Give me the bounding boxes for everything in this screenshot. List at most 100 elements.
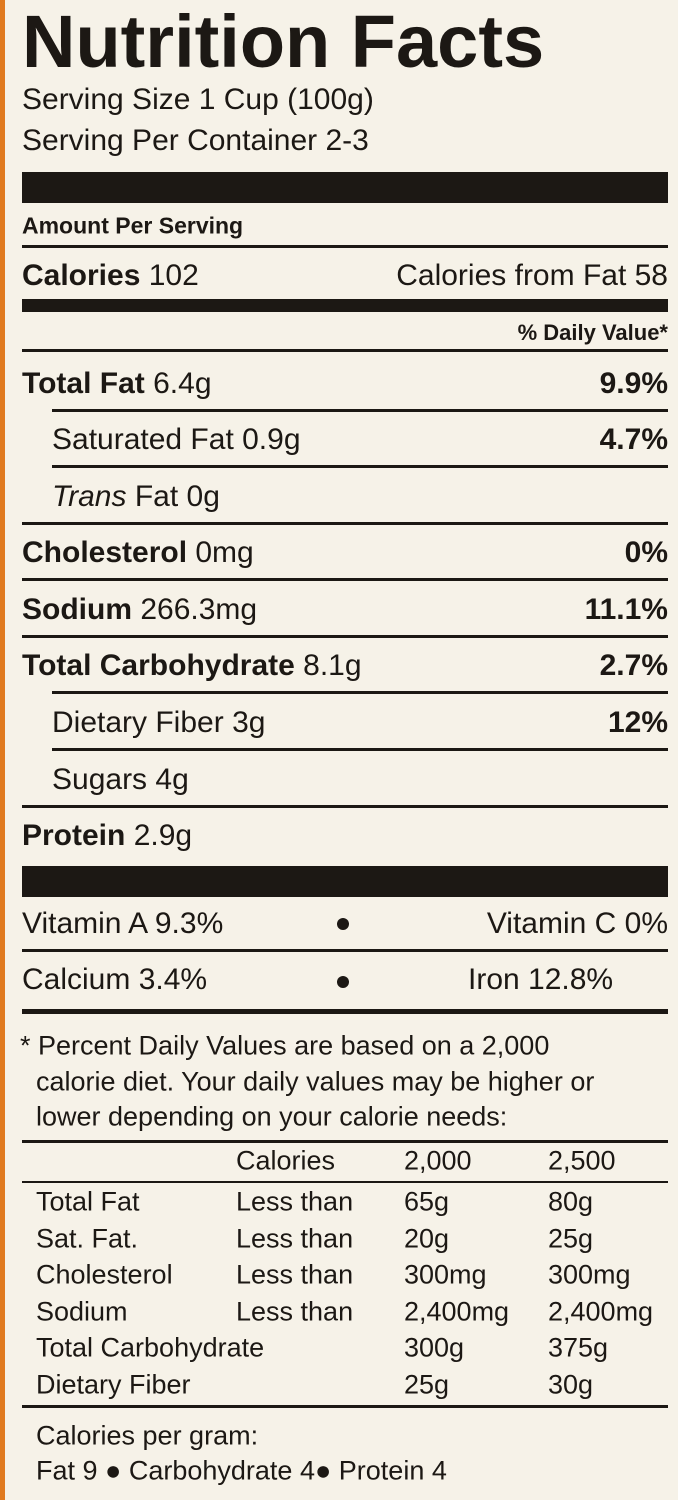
- nutrient-dv: 11.1%: [584, 593, 668, 626]
- table-cell: Sodium: [36, 1296, 128, 1327]
- rule: [22, 1009, 668, 1014]
- rule: [22, 349, 668, 352]
- table-cell: Less than: [236, 1259, 354, 1290]
- nutrient: Trans Fat 0g: [52, 482, 220, 512]
- table-cell: 30g: [548, 1369, 594, 1400]
- servings: Serving Per Container 2-3: [22, 124, 369, 157]
- vitamin: Calcium 3.4%: [22, 963, 208, 996]
- nutrient-amount: 4g: [155, 763, 189, 796]
- nutrient: Cholesterol 0mg: [22, 538, 254, 568]
- table-cell: Sat. Fat.: [36, 1223, 139, 1254]
- nutrient-name: Cholesterol: [22, 536, 188, 569]
- rule: [22, 1140, 668, 1143]
- vitamin: Vitamin C 0%: [486, 907, 668, 940]
- rule: [52, 409, 668, 412]
- cpg-items: Fat 9 ● Carbohydrate 4● Protein 4: [36, 1455, 447, 1486]
- nutrient-name: Sugars: [52, 763, 148, 796]
- bullet: [337, 918, 349, 930]
- table-cell: 25g: [548, 1223, 594, 1254]
- nutrient-dv: 2.7%: [599, 649, 668, 682]
- nutrient-amount: 0.9g: [242, 423, 301, 456]
- bar: [22, 866, 668, 897]
- table-cell: 300g: [404, 1332, 465, 1363]
- nutrient: Saturated Fat 0.9g: [52, 425, 301, 455]
- nutrient-dv: 0%: [624, 536, 668, 569]
- vitamin: Iron 12.8%: [468, 963, 614, 996]
- table-header: 2,000: [404, 1145, 472, 1176]
- calories-value: 102: [148, 259, 199, 292]
- nutrient: Total Carbohydrate 8.1g: [22, 651, 362, 681]
- nutrient-dv: 9.9%: [599, 367, 668, 400]
- nutrient-amount: 3g: [232, 706, 266, 739]
- table-cell: 25g: [404, 1369, 450, 1400]
- bar: [22, 172, 668, 203]
- edge: [0, 0, 5, 1500]
- nutrient: Sugars 4g: [52, 765, 189, 795]
- table-cell: 65g: [404, 1186, 450, 1217]
- calories-from-fat: Calories from Fat 58: [396, 259, 668, 292]
- table-cell: 300mg: [404, 1259, 487, 1290]
- rule: [22, 1405, 668, 1408]
- table-cell: Total Carbohydrate: [36, 1332, 265, 1363]
- nutrient-name: Saturated Fat: [52, 423, 234, 456]
- nutrient-amount: 0mg: [195, 536, 254, 569]
- table-cell: Total Fat: [36, 1186, 140, 1217]
- table-cell: Dietary Fiber: [36, 1369, 191, 1400]
- bar: [22, 299, 668, 312]
- table-cell: 2,400mg: [548, 1296, 654, 1327]
- nutrient-name: Sodium: [22, 593, 132, 626]
- nutrient: Sodium 266.3mg: [22, 595, 257, 625]
- footnote: calorie diet. Your daily values may be h…: [36, 1066, 595, 1097]
- table-cell: Less than: [236, 1186, 354, 1217]
- table-cell: Cholesterol: [36, 1259, 173, 1290]
- rule: [52, 691, 668, 694]
- nutrient-name-italic: Trans: [52, 480, 127, 513]
- title: Nutrition Facts: [22, 0, 545, 83]
- rule: [22, 522, 668, 525]
- table-cell: 375g: [548, 1332, 609, 1363]
- nutrient-amount: 8.1g: [303, 649, 362, 682]
- table-header: 2,500: [548, 1145, 616, 1176]
- nutrient: Dietary Fiber 3g: [52, 708, 265, 738]
- rule: [22, 635, 668, 638]
- cpg-item: Carbohydrate 4: [128, 1455, 315, 1486]
- rule: [52, 748, 668, 751]
- cpg-item: Fat 9: [36, 1455, 98, 1486]
- table-cell: 80g: [548, 1186, 594, 1217]
- nutrient-name: Total Fat: [22, 367, 145, 400]
- calories: Calories 102: [22, 261, 199, 291]
- serving-size: Serving Size 1 Cup (100g): [22, 83, 374, 116]
- table-cell: Less than: [236, 1223, 354, 1254]
- nutrient-name: Total Carbohydrate: [22, 649, 295, 682]
- nutrient-dv: 4.7%: [599, 423, 668, 456]
- nutrient-amount: 0g: [186, 480, 220, 513]
- amount-per-serving: Amount Per Serving: [22, 212, 244, 239]
- dv-header: % Daily Value*: [517, 320, 668, 345]
- nutrient-dv: 12%: [607, 706, 668, 739]
- bullet: [337, 976, 349, 988]
- table-cell: 2,400mg: [404, 1296, 510, 1327]
- nutrient-name: Protein: [22, 819, 126, 852]
- nutrient-name: Dietary Fiber: [52, 706, 224, 739]
- table-cell: 20g: [404, 1223, 450, 1254]
- table-header: Calories: [236, 1145, 336, 1176]
- nutrient-name: Fat: [134, 480, 179, 513]
- rule: [22, 1181, 668, 1183]
- nutrient-amount: 6.4g: [153, 367, 212, 400]
- table-cell: 300mg: [548, 1259, 631, 1290]
- rule: [22, 245, 668, 248]
- rule: [52, 465, 668, 468]
- rule: [22, 949, 668, 952]
- cpg-item: Protein 4: [338, 1455, 447, 1486]
- nutrient-amount: 2.9g: [133, 819, 193, 852]
- nutrient: Total Fat 6.4g: [22, 369, 212, 399]
- rule: [22, 805, 668, 808]
- footnote: lower depending on your calorie needs:: [36, 1101, 508, 1132]
- footnote: * Percent Daily Values are based on a 2,…: [20, 1030, 550, 1061]
- nutrient: Protein 2.9g: [22, 821, 192, 851]
- cpg-label: Calories per gram:: [36, 1420, 259, 1451]
- table-cell: Less than: [236, 1296, 354, 1327]
- rule: [22, 578, 668, 581]
- nutrient-amount: 266.3mg: [140, 593, 258, 626]
